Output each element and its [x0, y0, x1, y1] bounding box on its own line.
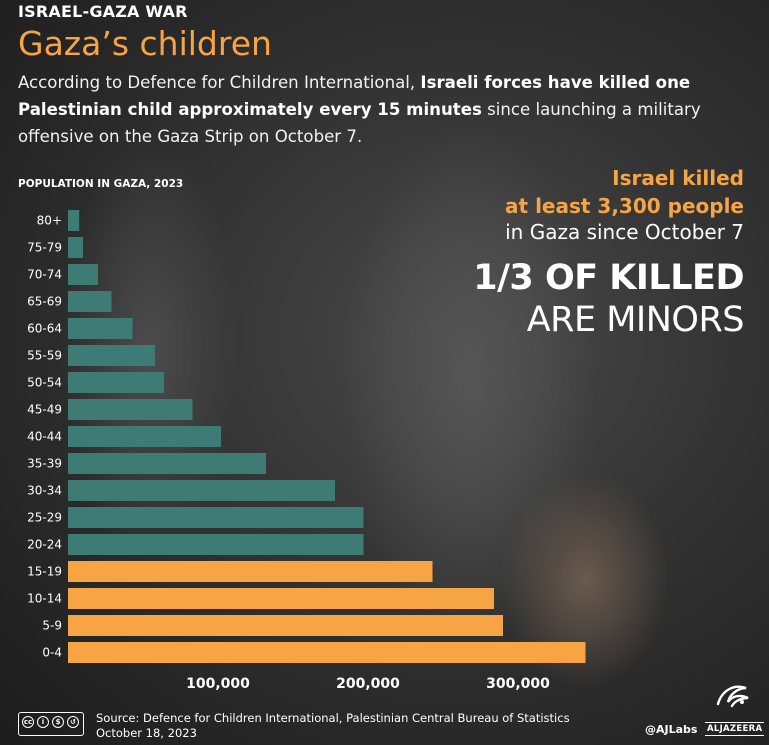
- bar-60-64: [68, 318, 133, 339]
- callout-line2: at least 3,300 people: [505, 194, 744, 218]
- bar-35-39: [68, 453, 266, 474]
- ajlabs-handle: @AJLabs: [645, 723, 698, 736]
- by-icon: i: [37, 716, 49, 728]
- category-label-40-44: 40-44: [27, 430, 62, 444]
- category-label-80+: 80+: [37, 214, 62, 228]
- category-label-5-9: 5-9: [42, 619, 62, 633]
- bar-15-19: [68, 561, 433, 582]
- category-label-15-19: 15-19: [27, 565, 62, 579]
- nc-icon: $: [52, 716, 64, 728]
- bar-5-9: [68, 615, 503, 636]
- subtitle-post: since launching a military offensive on …: [18, 100, 701, 146]
- x-tick-label: 300,000: [486, 676, 550, 692]
- x-tick-label: 100,000: [186, 676, 250, 692]
- category-label-35-39: 35-39: [27, 457, 62, 471]
- subtitle-pre: According to Defence for Children Intern…: [18, 73, 421, 92]
- category-label-45-49: 45-49: [27, 403, 62, 417]
- kicker: ISRAEL-GAZA WAR: [18, 2, 188, 21]
- category-label-30-34: 30-34: [27, 484, 62, 498]
- callout-line3: in Gaza since October 7: [505, 220, 744, 244]
- bar-65-69: [68, 291, 112, 312]
- aljazeera-logo-icon: [716, 685, 749, 708]
- bar-45-49: [68, 399, 193, 420]
- headline-big-2: ARE MINORS: [526, 300, 745, 340]
- callout-orange: Israel killed at least 3,300 people: [505, 164, 744, 220]
- bar-25-29: [68, 507, 364, 528]
- subtitle: According to Defence for Children Intern…: [18, 69, 758, 150]
- aljazeera-wordmark: ALJAZEERA: [705, 722, 765, 736]
- bar-50-54: [68, 372, 164, 393]
- category-label-55-59: 55-59: [27, 349, 62, 363]
- category-label-50-54: 50-54: [27, 376, 62, 390]
- chart-title: POPULATION IN GAZA, 2023: [18, 178, 184, 190]
- callout-line1: Israel killed: [612, 166, 744, 190]
- category-label-65-69: 65-69: [27, 295, 62, 309]
- bar-30-34: [68, 480, 335, 501]
- creative-commons-badge: cc i $ ↺: [18, 712, 84, 736]
- bar-75-79: [68, 237, 83, 258]
- category-label-20-24: 20-24: [27, 538, 62, 552]
- sa-icon: ↺: [67, 716, 79, 728]
- bar-55-59: [68, 345, 155, 366]
- source-note: Source: Defence for Children Internation…: [96, 711, 570, 741]
- headline-big-1: 1/3 OF KILLED: [473, 258, 744, 298]
- category-label-70-74: 70-74: [27, 268, 62, 282]
- source-line-1: Source: Defence for Children Internation…: [96, 711, 570, 725]
- category-label-75-79: 75-79: [27, 241, 62, 255]
- bar-0-4: [68, 642, 586, 663]
- bar-20-24: [68, 534, 364, 555]
- bar-80+: [68, 210, 80, 231]
- cc-icon: cc: [22, 716, 34, 728]
- bar-40-44: [68, 426, 221, 447]
- source-line-2: October 18, 2023: [96, 726, 197, 740]
- category-label-10-14: 10-14: [27, 592, 62, 606]
- bar-10-14: [68, 588, 494, 609]
- bar-70-74: [68, 264, 98, 285]
- category-label-25-29: 25-29: [27, 511, 62, 525]
- subtitle-bold: Israeli forces have killed one Palestini…: [18, 73, 691, 119]
- x-tick-label: 200,000: [336, 676, 400, 692]
- category-label-0-4: 0-4: [42, 646, 62, 660]
- page-title: Gaza’s children: [18, 24, 272, 63]
- category-label-60-64: 60-64: [27, 322, 62, 336]
